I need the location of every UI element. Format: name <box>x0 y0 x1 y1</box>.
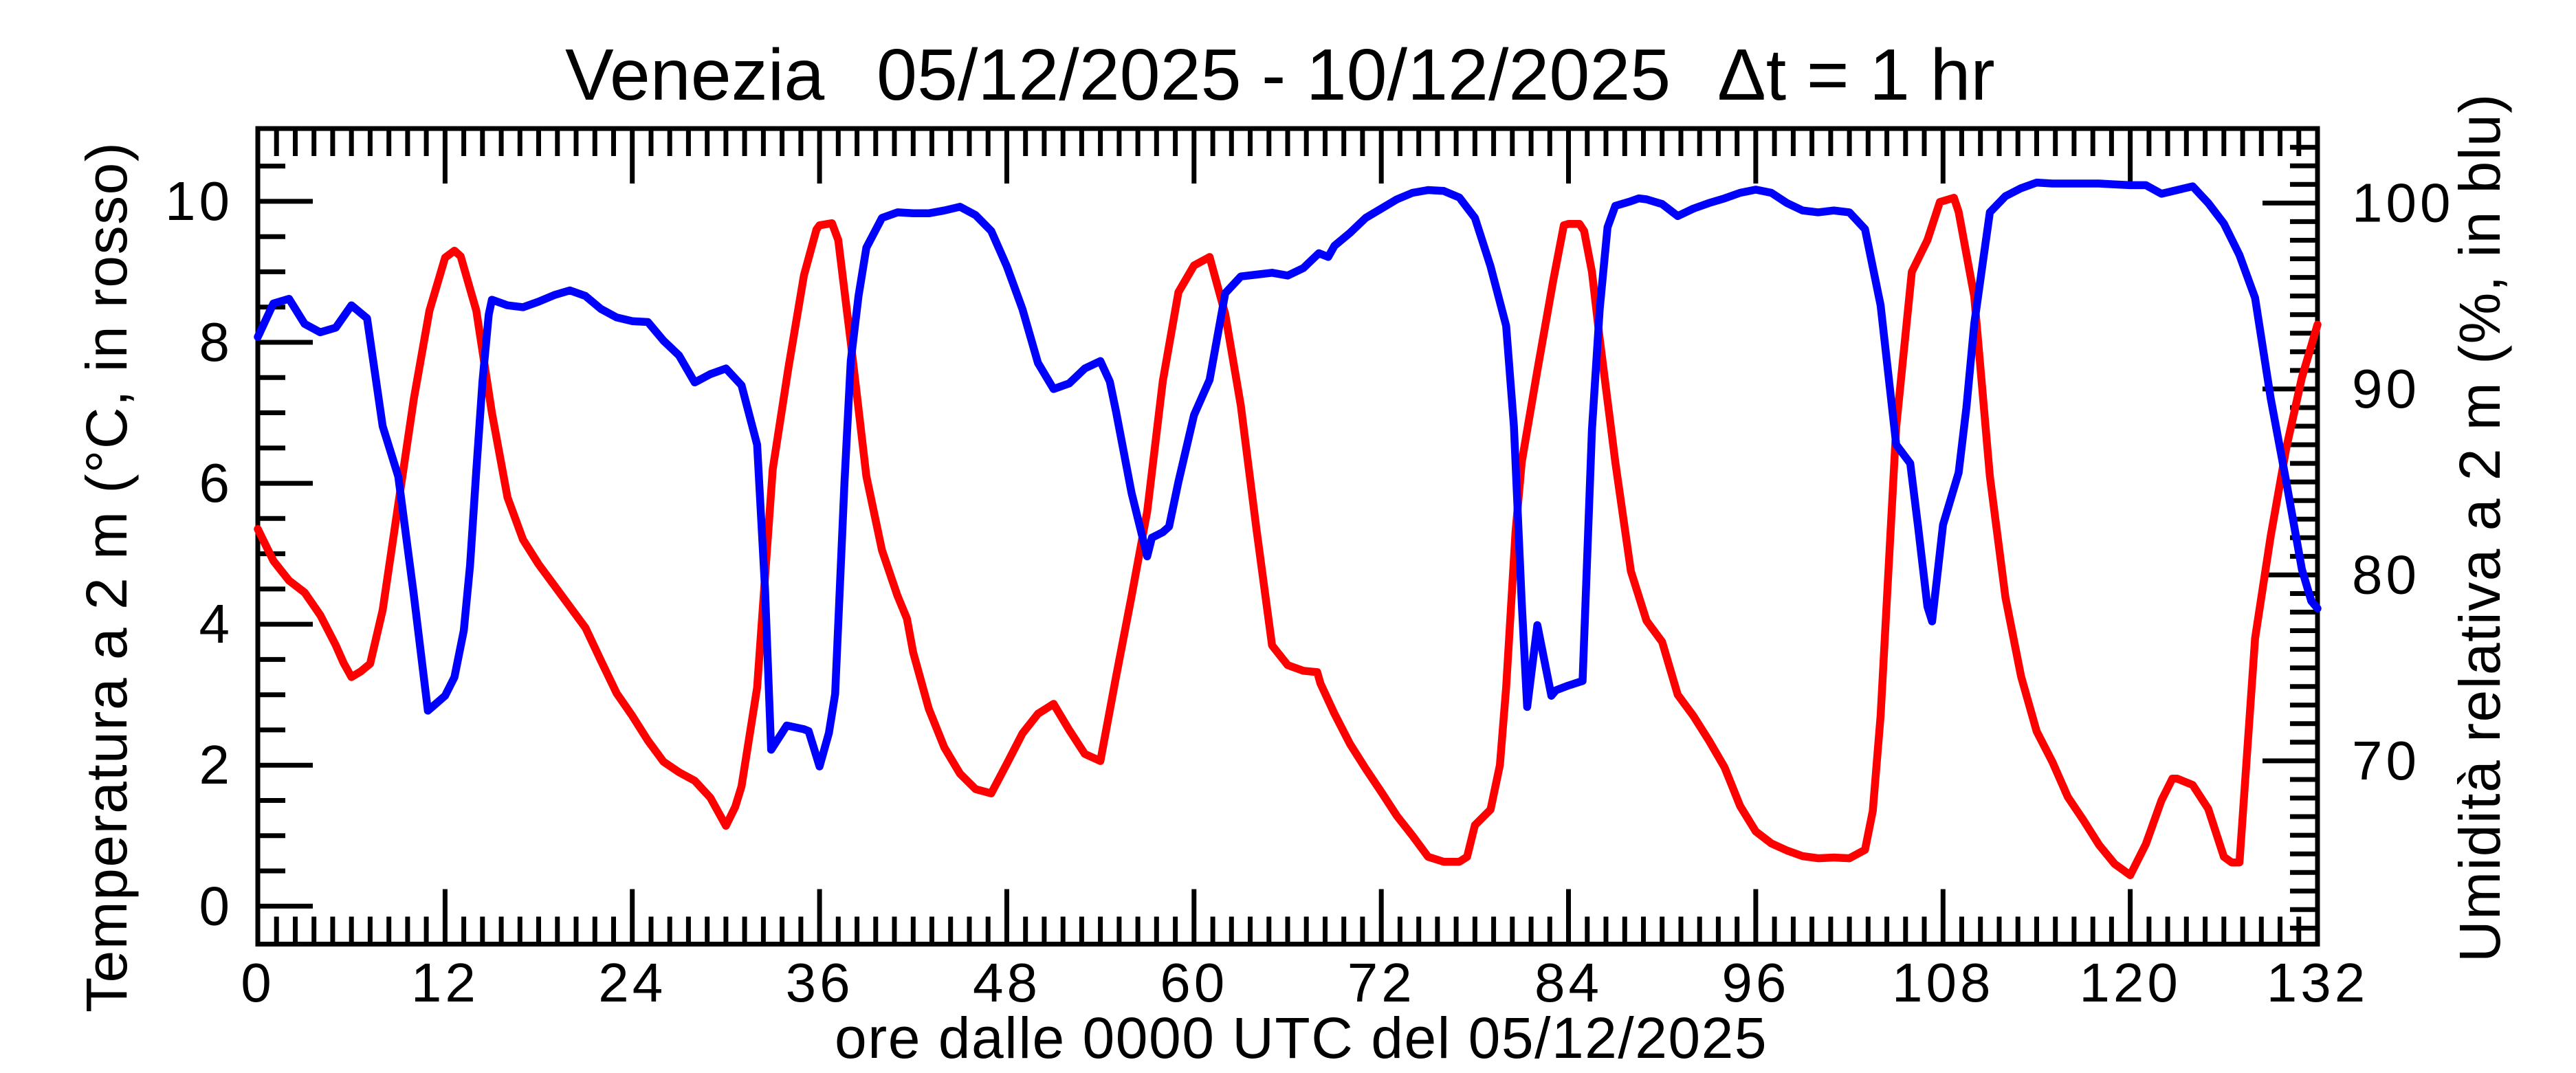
svg-text:4: 4 <box>199 593 234 654</box>
svg-text:48: 48 <box>973 952 1041 1013</box>
svg-text:132: 132 <box>2267 952 2368 1013</box>
svg-text:6: 6 <box>199 452 234 513</box>
svg-text:Δt = 1 hr: Δt = 1 hr <box>1717 34 1995 115</box>
svg-text:Venezia: Venezia <box>565 34 824 115</box>
svg-text:05/12/2025 - 10/12/2025: 05/12/2025 - 10/12/2025 <box>877 34 1671 115</box>
svg-text:100: 100 <box>2352 172 2454 233</box>
svg-text:Umidità relativa a 2 m (%, in: Umidità relativa a 2 m (%, in blu) <box>2447 93 2512 962</box>
svg-text:0: 0 <box>241 952 275 1013</box>
svg-text:2: 2 <box>199 734 234 795</box>
svg-text:10: 10 <box>165 170 233 232</box>
svg-text:0: 0 <box>199 875 234 936</box>
svg-text:120: 120 <box>2079 952 2181 1013</box>
svg-text:Temperatura a 2 m (°C, in ross: Temperatura a 2 m (°C, in rosso) <box>74 142 139 1013</box>
svg-text:12: 12 <box>411 952 479 1013</box>
svg-text:70: 70 <box>2352 730 2420 791</box>
svg-text:8: 8 <box>199 311 234 373</box>
svg-text:60: 60 <box>1160 952 1228 1013</box>
svg-text:108: 108 <box>1892 952 1994 1013</box>
svg-text:84: 84 <box>1534 952 1603 1013</box>
svg-text:ore dalle 0000 UTC del 05/12/2: ore dalle 0000 UTC del 05/12/2025 <box>835 1006 1768 1070</box>
svg-text:72: 72 <box>1347 952 1416 1013</box>
svg-text:96: 96 <box>1721 952 1790 1013</box>
svg-text:80: 80 <box>2352 544 2420 605</box>
svg-text:36: 36 <box>786 952 854 1013</box>
svg-text:90: 90 <box>2352 358 2420 419</box>
svg-text:24: 24 <box>598 952 666 1013</box>
